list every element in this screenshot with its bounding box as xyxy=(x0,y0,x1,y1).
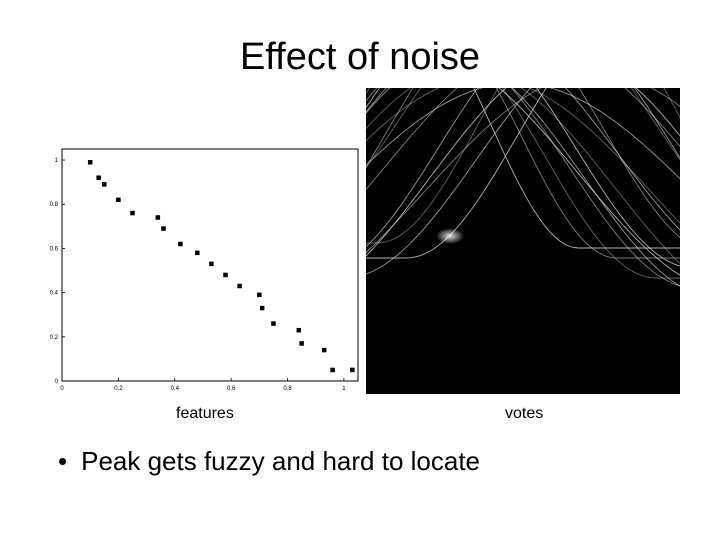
data-point xyxy=(237,283,242,289)
votes-caption: votes xyxy=(505,405,544,422)
y-tick-label: 0.6 xyxy=(50,246,59,252)
data-point xyxy=(87,160,93,165)
features-scatter-svg: 00 0.2 0.2 0.4 0.4 0.6 0.6 0.8 0.8 1 1 xyxy=(50,148,359,392)
votes-hough-svg xyxy=(345,0,699,394)
data-point xyxy=(271,321,276,326)
vote-peak xyxy=(436,228,464,244)
features-scatter-plot: 0 0 0.2 0.2 0.4 0.4 0.6 0.6 0.8 0.8 1 1 xyxy=(40,144,362,396)
vote-curve xyxy=(345,67,699,281)
data-point xyxy=(195,250,200,256)
x-tick-label: 0.8 xyxy=(283,386,292,392)
y-tick-label: 1 xyxy=(55,158,59,164)
data-point xyxy=(259,305,265,311)
x-tick-label: 0.4 xyxy=(171,386,180,392)
x-tick-label: 0.6 xyxy=(227,386,236,392)
features-caption: features xyxy=(176,405,234,422)
x-tick-label: 0.2 xyxy=(114,386,123,392)
data-point xyxy=(321,347,327,353)
data-point xyxy=(102,182,107,187)
slide-title: Effect of noise xyxy=(239,36,481,78)
votes-accumulator-image xyxy=(345,0,699,394)
bullet-item: • Peak gets fuzzy and hard to locate xyxy=(58,446,480,477)
bullet-text: Peak gets fuzzy and hard to locate xyxy=(81,446,481,476)
vote-curve xyxy=(345,0,699,194)
data-point xyxy=(350,367,355,373)
data-point xyxy=(223,272,228,278)
data-point xyxy=(155,215,161,220)
data-point xyxy=(116,197,121,203)
data-point xyxy=(161,226,166,231)
data-point xyxy=(299,341,304,346)
data-point xyxy=(96,175,101,180)
y-tick-label: 0.8 xyxy=(50,202,59,208)
data-point xyxy=(330,367,335,373)
y-tick-label: 0.4 xyxy=(50,291,59,297)
data-point xyxy=(130,210,135,216)
x-tick-label: 0 xyxy=(60,386,64,392)
data-point xyxy=(296,327,302,333)
data-point xyxy=(257,292,262,298)
bullet-dot-icon: • xyxy=(58,446,68,476)
x-tick-label: 1 xyxy=(342,386,346,392)
data-point xyxy=(178,241,183,247)
y-tick-label: 0 xyxy=(55,379,59,385)
y-tick-label: 0.2 xyxy=(50,335,59,341)
data-point xyxy=(209,261,214,267)
